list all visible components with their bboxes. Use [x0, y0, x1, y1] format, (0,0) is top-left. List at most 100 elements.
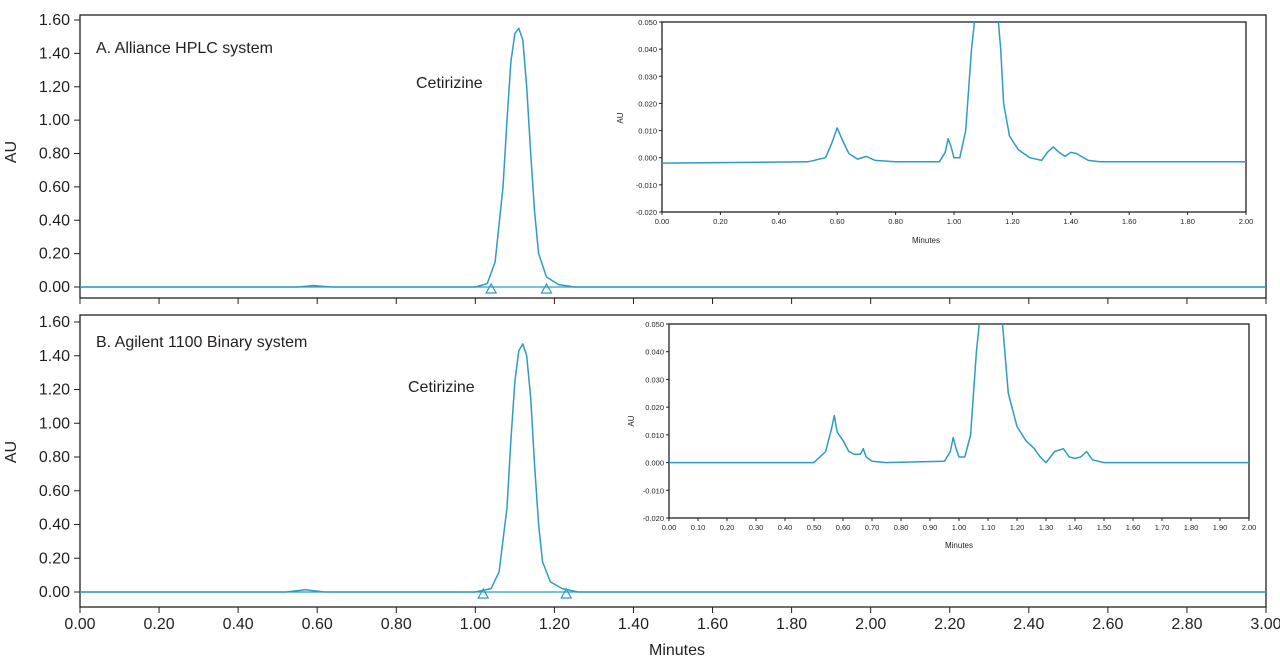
panel-a-y-tick-label: 1.60 — [39, 12, 70, 29]
inset-b-x-tick-label: 1.90 — [1213, 523, 1228, 532]
inset-a-x-tick-label: 1.20 — [1005, 217, 1020, 226]
inset-b-x-tick-label: 0.70 — [865, 523, 880, 532]
inset-a-x-tick-label: 1.00 — [947, 217, 962, 226]
inset-b-x-tick-label: 0.20 — [720, 523, 735, 532]
inset-b-x-tick-label: 0.00 — [662, 523, 677, 532]
inset-a-y-tick-label: 0.010 — [638, 127, 657, 136]
inset-a-y-tick-label: 0.020 — [638, 99, 657, 108]
inset-b-x-tick-label: 1.00 — [952, 523, 967, 532]
panel-b-y-tick-label: 0.60 — [39, 483, 70, 500]
inset-b-trace — [669, 324, 1249, 464]
panel-b-x-tick-label: 0.60 — [302, 616, 333, 633]
panel-b-integration-marker — [477, 587, 490, 599]
panel-a-y-tick-label: 0.80 — [39, 146, 70, 163]
panel-b-title: B. Agilent 1100 Binary system — [96, 334, 307, 351]
panel-a-ticks: 0.00 0.20 0.40 0.60 0.80 1.00 1.20 1.40 1.60 — [39, 12, 1267, 304]
inset-b-y-tick-label: -0.010 — [643, 486, 664, 495]
panel-a-frame — [79, 14, 1267, 299]
inset-a-x-tick-label: 1.40 — [1063, 217, 1078, 226]
inset-b-x-tick-label: 0.50 — [807, 523, 822, 532]
inset-b-x-tick-label: 0.10 — [691, 523, 706, 532]
inset-a-x-tick-label: 0.60 — [830, 217, 845, 226]
inset-b-x-tick-label: 0.90 — [923, 523, 938, 532]
panel-b-trace — [80, 343, 1266, 593]
panel-b-y-tick-label: 1.60 — [39, 314, 70, 331]
inset-a-x-axis-label: Minutes — [912, 236, 940, 245]
inset-a-x-tick-label: 0.20 — [713, 217, 728, 226]
panel-b-x-tick-label: 0.00 — [64, 616, 95, 633]
inset-a-x-tick-label: 1.80 — [1180, 217, 1195, 226]
panel-a: A. Alliance HPLC system Cetirizine AU 0.… — [3, 12, 1267, 304]
inset-b-x-tick-label: 0.60 — [836, 523, 851, 532]
inset-a-y-tick-label: -0.020 — [636, 208, 657, 217]
panel-a-y-tick-label: 0.00 — [39, 279, 70, 296]
inset-b-x-tick-label: 1.60 — [1126, 523, 1141, 532]
panel-b-x-tick-label: 2.00 — [855, 616, 886, 633]
inset-b-background — [669, 324, 1249, 518]
inset-b-x-tick-label: 1.50 — [1097, 523, 1112, 532]
inset-b-ticks: -0.020 -0.010 0.000 0.010 0.020 0.030 0.040 0.0… — [643, 320, 1257, 532]
panel-a-plot — [80, 27, 1266, 294]
inset-b-y-tick-label: 0.040 — [645, 348, 664, 357]
inset-b-x-tick-label: 1.70 — [1155, 523, 1170, 532]
panel-a-y-tick-label: 0.60 — [39, 179, 70, 196]
inset-a-x-tick-label: 1.60 — [1122, 217, 1137, 226]
inset-a-y-tick-label: 0.030 — [638, 72, 657, 81]
inset-a-y-tick-label: 0.040 — [638, 45, 657, 54]
inset-b-x-tick-label: 2.00 — [1242, 523, 1257, 532]
panel-b-y-tick-label: 0.80 — [39, 449, 70, 466]
panel-a-integration-marker — [485, 282, 498, 294]
inset-a-y-tick-label: 0.050 — [638, 18, 657, 27]
x-axis-label: Minutes — [649, 642, 705, 659]
panel-b-frame — [79, 314, 1267, 608]
panel-b-ticks: 0.00 0.20 0.40 0.60 0.80 1.00 1.20 1.40 1.60 0.00… — [39, 314, 1280, 633]
panel-b-x-tick-label: 0.20 — [143, 616, 174, 633]
panel-b-x-tick-label: 2.80 — [1171, 616, 1202, 633]
inset-a-background — [662, 22, 1246, 212]
inset-a-x-tick-label: 0.40 — [771, 217, 786, 226]
panel-b-y-axis-label: AU — [3, 441, 20, 463]
inset-b-y-tick-label: 0.050 — [645, 320, 664, 329]
panel-a-title: A. Alliance HPLC system — [96, 40, 273, 57]
panel-a-y-tick-label: 1.00 — [39, 112, 70, 129]
panel-b-x-tick-label: 2.60 — [1092, 616, 1123, 633]
inset-b-x-axis-label: Minutes — [945, 541, 973, 550]
inset-a-x-tick-label: 0.80 — [888, 217, 903, 226]
inset-b-y-axis-label: AU — [627, 415, 636, 426]
inset-a-x-tick-label: 2.00 — [1239, 217, 1254, 226]
panel-b-plot — [80, 343, 1266, 599]
panel-b-x-tick-label: 3.00 — [1250, 616, 1280, 633]
inset-b-y-tick-label: 0.030 — [645, 375, 664, 384]
panel-b-x-tick-label: 1.60 — [697, 616, 728, 633]
inset-a-ticks: -0.020 -0.010 0.000 0.010 0.020 0.030 0.040 0.0… — [636, 18, 1254, 226]
inset-b-x-tick-label: 1.80 — [1184, 523, 1199, 532]
panel-b-y-tick-label: 0.40 — [39, 517, 70, 534]
inset-b-x-tick-label: 1.40 — [1068, 523, 1083, 532]
panel-a-trace — [80, 27, 1266, 288]
panel-b-x-tick-label: 1.20 — [539, 616, 570, 633]
panel-b: B. Agilent 1100 Binary system Cetirizine… — [3, 314, 1280, 659]
panel-b-y-tick-label: 1.00 — [39, 415, 70, 432]
panel-b-y-tick-label: 1.40 — [39, 348, 70, 365]
inset-b-y-tick-label: 0.010 — [645, 431, 664, 440]
panel-a-y-tick-label: 0.40 — [39, 212, 70, 229]
panel-b-x-tick-label: 2.40 — [1013, 616, 1044, 633]
panel-b-integration-marker — [560, 587, 573, 599]
inset-a-y-tick-label: -0.010 — [636, 181, 657, 190]
inset-b-y-tick-label: 0.020 — [645, 403, 664, 412]
inset-b-x-tick-label: 1.10 — [981, 523, 996, 532]
panel-a-integration-marker — [540, 282, 553, 294]
panel-b-y-tick-label: 0.20 — [39, 550, 70, 567]
panel-a-y-tick-label: 1.40 — [39, 45, 70, 62]
panel-a-y-axis-label: AU — [3, 141, 20, 163]
panel-b-x-tick-label: 0.40 — [223, 616, 254, 633]
inset-b-x-tick-label: 1.20 — [1010, 523, 1025, 532]
panel-b-x-tick-label: 0.80 — [381, 616, 412, 633]
panel-b-x-tick-label: 1.00 — [460, 616, 491, 633]
inset-b-y-tick-label: 0.000 — [645, 459, 664, 468]
inset-a-x-tick-label: 0.00 — [655, 217, 670, 226]
panel-a-y-tick-label: 1.20 — [39, 79, 70, 96]
panel-b-x-tick-label: 1.80 — [776, 616, 807, 633]
panel-b-peak-label: Cetirizine — [408, 379, 475, 396]
